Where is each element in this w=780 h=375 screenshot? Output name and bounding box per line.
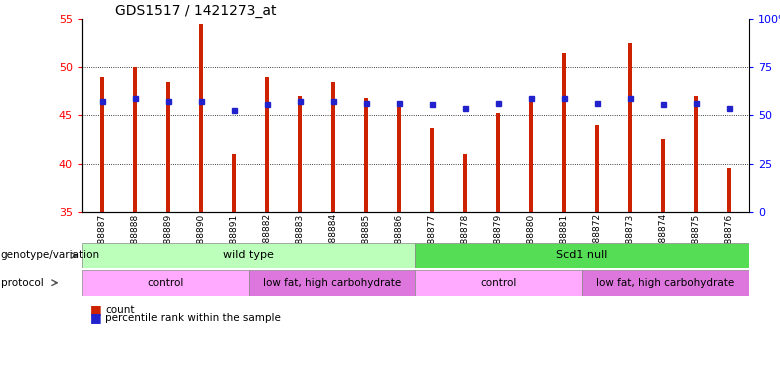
Bar (264, 77, 269, 212)
Bar (628, 43, 632, 212)
Bar (133, 67, 136, 212)
Bar (232, 154, 236, 212)
Bar (82, 243, 415, 268)
Bar (727, 168, 731, 212)
Text: control: control (480, 278, 517, 288)
Text: percentile rank within the sample: percentile rank within the sample (105, 313, 281, 323)
Text: ■: ■ (90, 303, 101, 316)
Text: low fat, high carbohydrate: low fat, high carbohydrate (263, 278, 401, 288)
Bar (582, 270, 749, 296)
Bar (331, 81, 335, 212)
Bar (430, 128, 434, 212)
Bar (595, 125, 599, 212)
Text: ■: ■ (90, 312, 101, 324)
Bar (415, 243, 749, 268)
Text: protocol: protocol (1, 278, 44, 288)
Bar (363, 98, 368, 212)
Text: wild type: wild type (223, 251, 274, 260)
Bar (496, 113, 500, 212)
Text: low fat, high carbohydrate: low fat, high carbohydrate (597, 278, 735, 288)
Text: genotype/variation: genotype/variation (1, 251, 100, 260)
Text: control: control (147, 278, 183, 288)
Bar (199, 24, 203, 212)
Bar (463, 154, 467, 212)
Bar (166, 81, 170, 212)
Bar (82, 270, 249, 296)
Bar (529, 100, 533, 212)
Bar (298, 96, 302, 212)
Bar (100, 77, 104, 212)
Bar (397, 101, 401, 212)
Bar (661, 140, 665, 212)
Text: Scd1 null: Scd1 null (556, 251, 608, 260)
Text: GDS1517 / 1421273_at: GDS1517 / 1421273_at (115, 4, 277, 18)
Text: count: count (105, 305, 135, 315)
Bar (562, 53, 566, 212)
Bar (694, 96, 698, 212)
Bar (249, 270, 415, 296)
Bar (415, 270, 582, 296)
